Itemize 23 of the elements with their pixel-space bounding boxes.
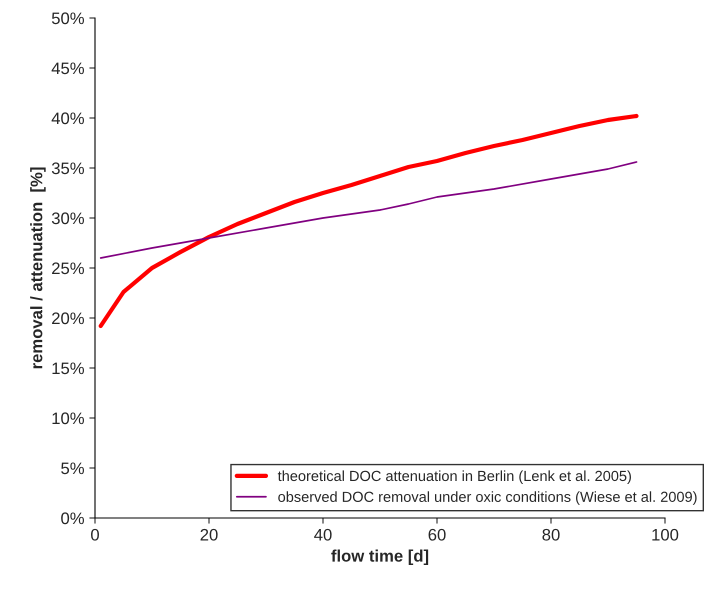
legend-label: observed DOC removal under oxic conditions (Wiese et al. 2009) (278, 491, 697, 505)
y-tick-label: 40% (52, 112, 84, 124)
y-tick-label: 0% (61, 512, 84, 524)
y-tick-label: 50% (52, 12, 84, 24)
y-tick-label: 10% (52, 412, 84, 424)
y-tick-label: 25% (52, 262, 84, 274)
y-axis-title: removal / attenuation [%] (30, 168, 46, 368)
x-tick-label: 0 (91, 528, 99, 541)
y-tick-label: 35% (52, 162, 84, 174)
y-tick-label: 20% (52, 312, 84, 324)
y-tick-label: 5% (61, 462, 84, 474)
x-tick-label: 20 (200, 528, 218, 541)
x-tick-label: 100 (652, 528, 678, 541)
x-tick-label: 40 (314, 528, 332, 541)
line-series (98, 114, 639, 328)
x-tick-label: 80 (542, 528, 560, 541)
line-series (100, 161, 638, 259)
x-tick-label: 60 (428, 528, 446, 541)
legend-label: theoretical DOC attenuation in Berlin (Lenk et al. 2005) (278, 470, 631, 484)
y-tick-label: 45% (52, 62, 84, 74)
y-tick-label: 15% (52, 362, 84, 374)
x-axis-title: flow time [d] (331, 550, 428, 566)
y-tick-label: 30% (52, 212, 84, 224)
